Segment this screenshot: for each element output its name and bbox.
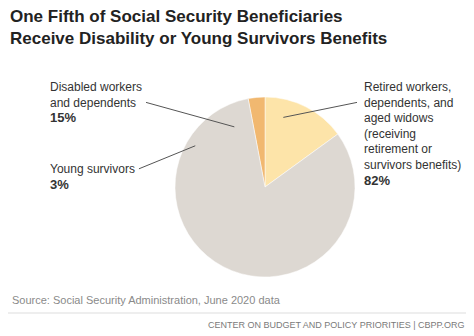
svg-text:Retired workers,dependents, an: Retired workers,dependents, andaged wido… — [364, 80, 461, 188]
svg-text:CENTER ON BUDGET AND POLICY PR: CENTER ON BUDGET AND POLICY PRIORITIES |… — [208, 320, 464, 330]
svg-text:Young survivors3%: Young survivors3% — [50, 162, 135, 192]
svg-text:One Fifth of Social Security B: One Fifth of Social Security Beneficiari… — [10, 7, 387, 48]
svg-text:Disabled workersand dependents: Disabled workersand dependents15% — [50, 80, 142, 125]
svg-text:Source: Social Security Admini: Source: Social Security Administration, … — [12, 294, 281, 306]
